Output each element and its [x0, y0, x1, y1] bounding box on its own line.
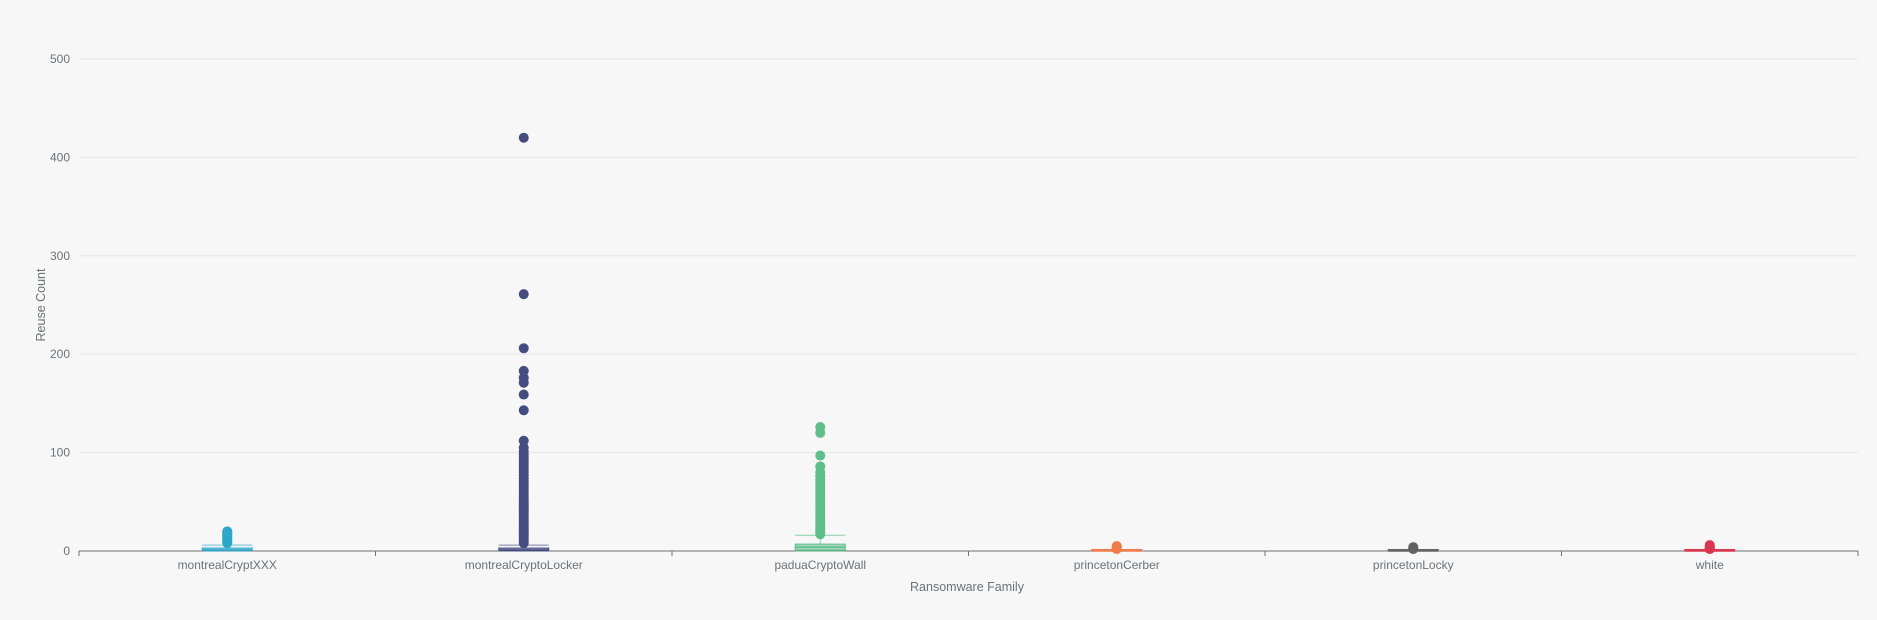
outlier-point [518, 405, 529, 416]
y-tick-label: 200 [50, 347, 70, 361]
outlier-point [815, 422, 826, 433]
outlier-point [1111, 541, 1122, 552]
outlier-point [518, 365, 529, 376]
outlier-point [815, 450, 826, 461]
outlier-point [518, 343, 529, 354]
y-tick-label: 300 [50, 249, 70, 263]
y-tick-label: 100 [50, 446, 70, 460]
outlier-point [1704, 540, 1715, 551]
y-axis-title: Reuse Count [34, 268, 48, 341]
grid-lines [79, 58, 1858, 454]
x-tick-label: montrealCryptoLocker [465, 558, 583, 572]
box-series [201, 534, 1736, 552]
x-tick-label: montrealCryptXXX [178, 558, 277, 572]
outlier-point [815, 461, 826, 472]
x-tick-label: white [1695, 558, 1724, 572]
x-tick-label: princetonCerber [1074, 558, 1160, 572]
outlier-point [1408, 542, 1419, 553]
outlier-series [222, 132, 1715, 555]
x-axis-title: Ransomware Family [910, 580, 1025, 594]
outlier-point [518, 442, 529, 453]
outlier-point [518, 389, 529, 400]
x-tick-label: paduaCryptoWall [774, 558, 866, 572]
y-tick-label: 500 [50, 52, 70, 66]
outlier-point [222, 526, 233, 537]
y-tick-label: 400 [50, 150, 70, 164]
outlier-point [518, 435, 529, 446]
outlier-point [518, 289, 529, 300]
y-tick-label: 0 [63, 544, 70, 558]
x-tick-label: princetonLocky [1373, 558, 1454, 572]
outlier-point [518, 132, 529, 143]
outlier-point [518, 372, 529, 383]
axes: 0 100 200 300 400 500 montrealCryptXXX montreal… [50, 52, 1859, 572]
